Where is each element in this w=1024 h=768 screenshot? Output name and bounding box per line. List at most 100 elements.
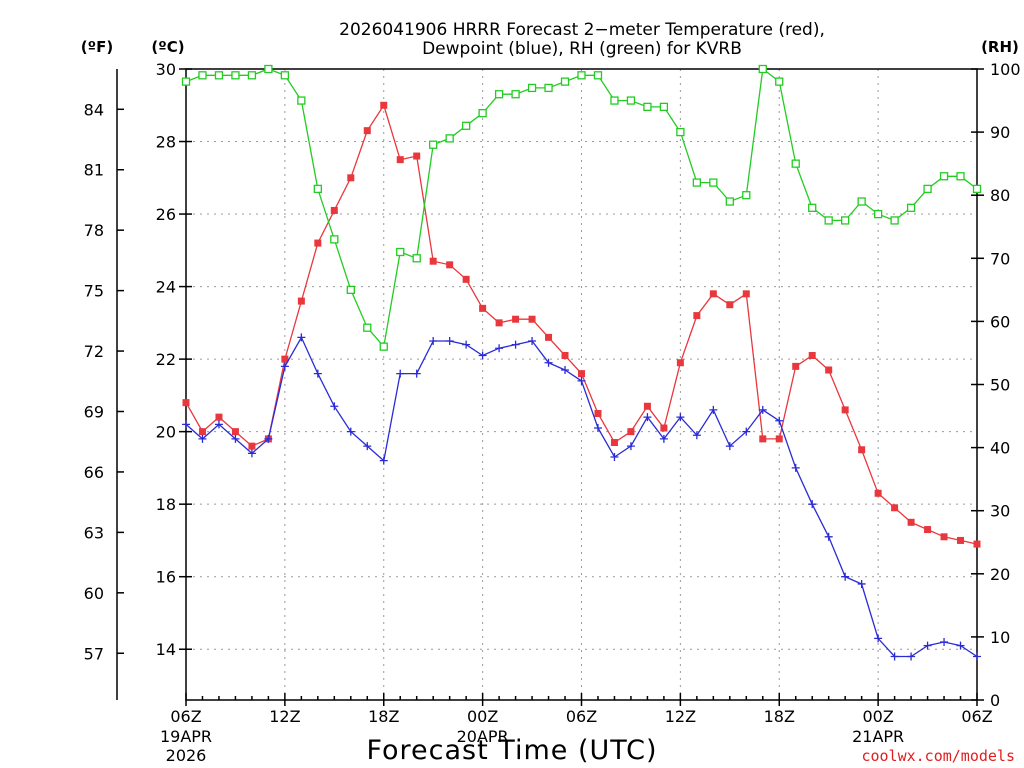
dewpoint-point — [742, 427, 751, 436]
celsius-tick-label: 22 — [156, 350, 176, 369]
temperature-point — [495, 319, 503, 327]
dewpoint-point — [577, 376, 586, 385]
temperature-point — [396, 156, 404, 164]
celsius-tick-label: 14 — [156, 640, 176, 659]
rh-point — [824, 216, 833, 225]
rh-tick-label: 80 — [990, 186, 1010, 205]
rh-point — [610, 96, 619, 105]
dewpoint-point — [330, 402, 339, 411]
celsius-tick-label: 16 — [156, 568, 176, 587]
temperature-point — [314, 239, 322, 247]
rh-point — [346, 285, 355, 295]
dewpoint-point — [511, 340, 520, 349]
rh-tick-label: 50 — [990, 376, 1010, 395]
x-tick-label: 06Z — [566, 707, 597, 726]
rh-point — [725, 197, 734, 206]
temperature-point — [759, 435, 767, 443]
dewpoint-point — [379, 456, 388, 465]
rh-point — [775, 77, 784, 86]
celsius-tick-label: 24 — [156, 278, 176, 297]
dewpoint-point — [198, 434, 207, 443]
dewpoint-point — [610, 453, 619, 462]
temperature-point — [858, 446, 866, 454]
axes — [116, 68, 984, 706]
fahrenheit-unit-label: (ºF) — [81, 38, 113, 56]
x-tick-date-label: 19APR — [160, 727, 212, 746]
temperature-point — [561, 351, 569, 359]
rh-point — [461, 121, 471, 130]
temperature-point — [462, 275, 470, 283]
rh-point — [214, 71, 224, 80]
x-tick-label: 00Z — [467, 707, 498, 726]
dewpoint-point — [874, 634, 883, 643]
rh-point — [593, 71, 603, 80]
x-axis-title: Forecast Time (UTC) — [366, 735, 657, 766]
rh-point — [742, 191, 751, 200]
rh-tick-label: 70 — [990, 249, 1010, 268]
dewpoint-point — [626, 442, 635, 451]
temperature-point — [940, 533, 948, 541]
fahrenheit-tick-label: 75 — [84, 282, 104, 301]
rh-point — [939, 172, 949, 181]
temperature-series — [182, 101, 981, 548]
rh-point — [890, 216, 899, 225]
fahrenheit-tick-label: 84 — [84, 100, 104, 119]
x-tick-year-label: 2026 — [166, 746, 207, 765]
temperature-point — [643, 402, 651, 410]
rh-point — [494, 90, 504, 99]
rh-point — [396, 247, 405, 257]
temperature-point — [347, 174, 355, 182]
rh-tick-label: 20 — [990, 565, 1010, 584]
dewpoint-point — [907, 652, 916, 661]
rh-point — [972, 184, 982, 194]
temperature-point — [330, 206, 338, 214]
dewpoint-point — [231, 434, 240, 443]
temperature-point — [825, 366, 833, 374]
temperature-point — [792, 362, 800, 370]
x-tick-date-label: 20APR — [457, 727, 509, 746]
temperature-point — [808, 351, 816, 359]
dewpoint-point — [725, 442, 734, 451]
temperature-point — [231, 428, 239, 436]
rh-point — [181, 77, 191, 86]
dewpoint-point — [973, 652, 981, 661]
x-tick-label: 18Z — [368, 707, 399, 726]
credit-text: coolwx.com/models — [861, 747, 1015, 765]
rh-point — [659, 102, 669, 112]
celsius-tick-label: 18 — [156, 495, 176, 514]
dewpoint-point — [182, 420, 190, 429]
dewpoint-point — [923, 641, 932, 650]
rh-point — [313, 184, 322, 194]
rh-point — [231, 71, 240, 80]
dewpoint-point — [890, 652, 899, 661]
rh-point — [643, 102, 652, 112]
data-series — [181, 64, 982, 661]
temperature-point — [660, 424, 668, 432]
dewpoint-point — [692, 431, 701, 440]
dewpoint-point — [396, 369, 405, 378]
temperature-point — [248, 442, 256, 450]
celsius-tick-label: 28 — [156, 133, 176, 152]
rh-point — [873, 209, 883, 219]
rh-point — [527, 83, 537, 93]
dewpoint-point — [478, 351, 487, 360]
dewpoint-point — [445, 336, 454, 345]
temperature-point — [479, 304, 487, 312]
fahrenheit-tick-label: 57 — [84, 644, 104, 663]
rh-tick-label: 100 — [990, 60, 1021, 79]
dewpoint-point — [593, 424, 602, 433]
rh-point — [626, 96, 636, 105]
rh-point — [247, 71, 257, 80]
dewpoint-point — [214, 420, 223, 429]
chart-title-line-2: Dewpoint (blue), RH (green) for KVRB — [422, 39, 742, 59]
rh-tick-label: 60 — [990, 312, 1010, 331]
celsius-unit-label: (ºC) — [151, 38, 184, 56]
rh-point — [709, 178, 718, 187]
temperature-point — [891, 504, 899, 512]
dewpoint-point — [313, 369, 322, 378]
temperature-point — [215, 413, 223, 421]
fahrenheit-tick-label: 81 — [84, 161, 104, 180]
rh-point — [923, 184, 932, 194]
rh-tick-label: 40 — [990, 439, 1010, 458]
dewpoint-point — [824, 532, 833, 541]
